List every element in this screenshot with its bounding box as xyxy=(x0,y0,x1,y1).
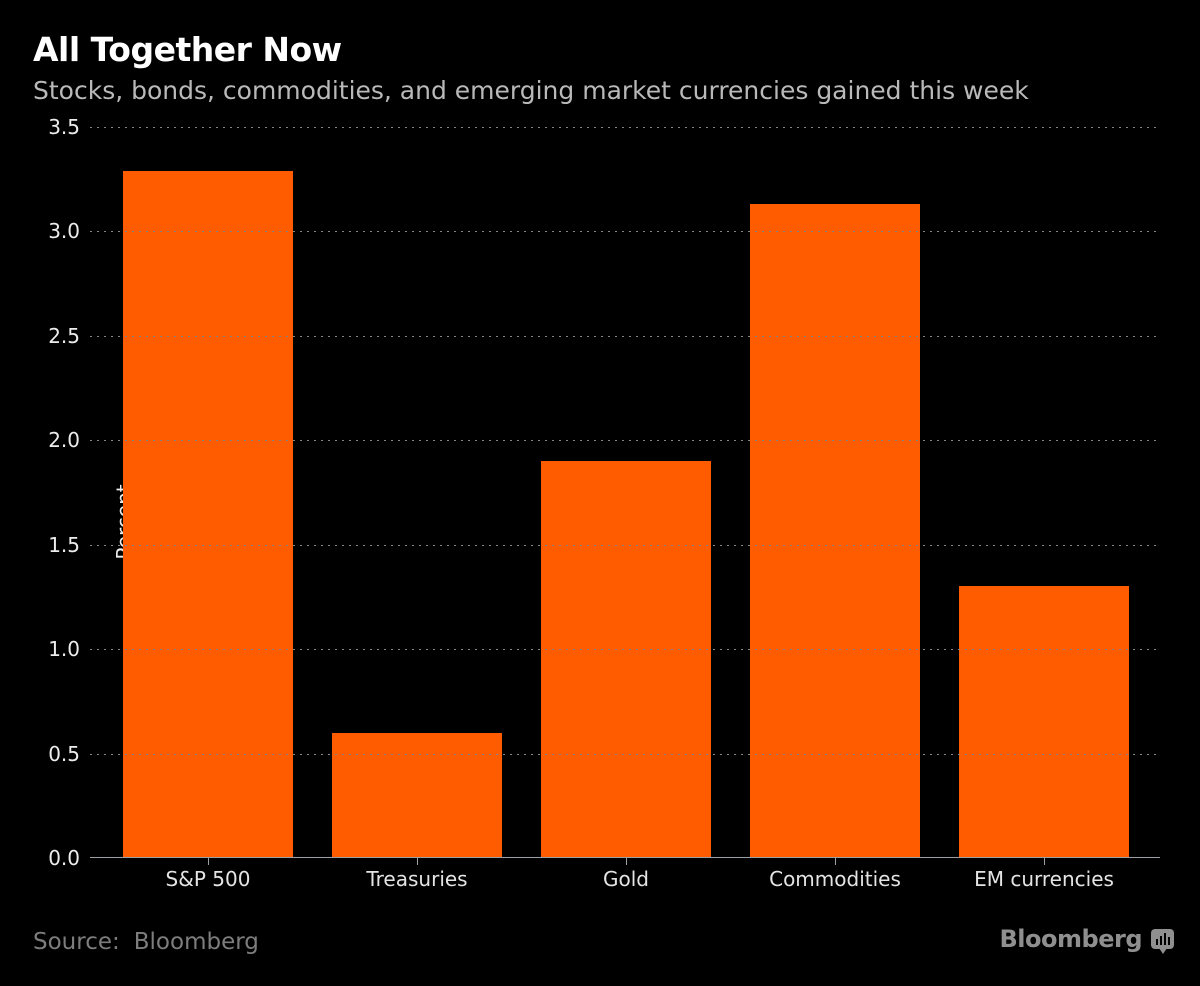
gridline-3.0 xyxy=(90,231,1160,233)
bar-em-currencies xyxy=(959,586,1129,858)
y-tick-label-2.0: 2.0 xyxy=(48,428,80,453)
source-attribution: Source: Bloomberg xyxy=(33,929,259,955)
x-axis-label-commodities: Commodities xyxy=(769,867,901,891)
y-tick-label-1.5: 1.5 xyxy=(48,532,80,557)
bloomberg-logo: Bloomberg xyxy=(1000,925,1174,953)
bar-commodities xyxy=(750,204,920,858)
gridline-2.5 xyxy=(90,335,1160,337)
x-tick-s-p-500 xyxy=(208,858,209,865)
y-tick-label-1.0: 1.0 xyxy=(48,637,80,662)
bar-treasuries xyxy=(332,733,502,858)
chart-title: All Together Now xyxy=(33,30,342,69)
y-tick-label-2.5: 2.5 xyxy=(48,323,80,348)
y-tick-label-3.0: 3.0 xyxy=(48,219,80,244)
source-value: Bloomberg xyxy=(133,929,259,955)
bars-group xyxy=(123,127,1129,858)
gridline-1.0 xyxy=(90,649,1160,651)
x-axis-label-em-currencies: EM currencies xyxy=(974,867,1114,891)
y-tick-label-3.5: 3.5 xyxy=(48,115,80,139)
gridline-2.0 xyxy=(90,440,1160,442)
bar-chart-speech-bubble-icon xyxy=(1151,929,1174,949)
x-axis-label-s-p-500: S&P 500 xyxy=(165,867,251,891)
x-tick-em-currencies xyxy=(1044,858,1045,865)
x-tick-commodities xyxy=(835,858,836,865)
bar-s-p-500 xyxy=(123,171,293,858)
gridline-1.5 xyxy=(90,544,1160,546)
x-axis-line xyxy=(90,857,1160,858)
bar-gold xyxy=(541,461,711,858)
gridline-3.5 xyxy=(90,127,1160,128)
x-tick-gold xyxy=(626,858,627,865)
x-tick-treasuries xyxy=(417,858,418,865)
chart-subtitle: Stocks, bonds, commodities, and emerging… xyxy=(33,76,1029,105)
y-tick-label-0.0: 0.0 xyxy=(48,846,80,870)
gridline-0.5 xyxy=(90,753,1160,755)
source-label: Source: xyxy=(33,929,120,955)
y-tick-label-0.5: 0.5 xyxy=(48,741,80,766)
x-axis-label-gold: Gold xyxy=(603,867,649,891)
plot-area: Percent 0.00.51.01.52.02.53.03.5S&P 500T… xyxy=(48,115,1160,891)
x-axis-label-treasuries: Treasuries xyxy=(366,867,468,891)
bloomberg-logo-text: Bloomberg xyxy=(999,925,1143,953)
